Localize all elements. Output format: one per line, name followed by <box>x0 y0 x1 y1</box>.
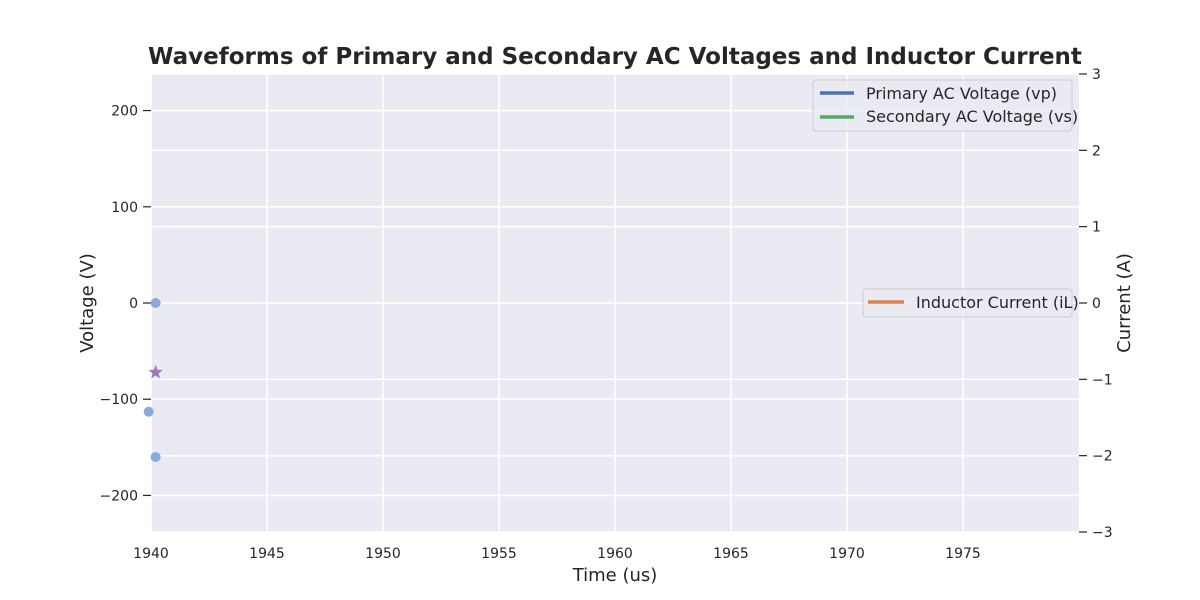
y-axis-label: Voltage (V) <box>77 253 98 353</box>
x-tick-label: 1940 <box>133 546 169 562</box>
x-tick-label: 1950 <box>365 546 401 562</box>
right-y-axis-ticks: −3 −2 −1 0 1 2 3 <box>1079 67 1113 541</box>
y-right-tick-label: −3 <box>1092 525 1113 541</box>
x-tick-label: 1955 <box>481 546 517 562</box>
y-tick-label: 0 <box>129 296 138 312</box>
y-right-tick-label: −1 <box>1092 372 1113 388</box>
legend-label-vp: Primary AC Voltage (vp) <box>866 84 1057 103</box>
x-tick-label: 1975 <box>945 546 981 562</box>
chart-title: Waveforms of Primary and Secondary AC Vo… <box>148 44 1082 70</box>
x-axis-label: Time (us) <box>572 565 658 586</box>
circle-marker <box>150 451 161 462</box>
y-right-tick-label: 0 <box>1092 296 1101 312</box>
right-axis-grid <box>151 73 1079 533</box>
legend-voltage-box <box>812 79 1073 132</box>
legend-label-vs: Secondary AC Voltage (vs) <box>866 107 1078 126</box>
x-tick-label: 1945 <box>249 546 285 562</box>
y-tick-label: −100 <box>100 392 138 408</box>
y-axis-label-right: Current (A) <box>1114 253 1135 353</box>
x-tick-label: 1970 <box>829 546 865 562</box>
legend-voltage: Primary AC Voltage (vp) Secondary AC Vol… <box>812 79 1078 132</box>
x-tick-label: 1960 <box>597 546 633 562</box>
circle-marker <box>150 298 161 308</box>
y-right-tick-label: −2 <box>1092 449 1113 465</box>
legend-current: Inductor Current (iL) <box>862 288 1079 318</box>
y-right-tick-label: 3 <box>1092 67 1101 83</box>
left-y-axis-ticks: −200 −100 0 100 200 <box>100 104 151 504</box>
star-marker <box>148 364 163 379</box>
y-tick-label: 100 <box>111 200 138 216</box>
y-tick-label: −200 <box>100 488 138 504</box>
x-tick-label: 1965 <box>713 546 749 562</box>
circle-marker <box>143 406 154 417</box>
y-right-tick-label: 1 <box>1092 220 1101 236</box>
x-axis-ticks: 1940 1945 1950 1955 1960 1965 1970 1975 <box>133 546 981 562</box>
data-markers <box>143 298 163 462</box>
legend-current-box <box>862 288 1073 318</box>
legend-label-il: Inductor Current (iL) <box>916 293 1079 312</box>
y-right-tick-label: 2 <box>1092 143 1101 159</box>
y-tick-label: 200 <box>111 104 138 120</box>
